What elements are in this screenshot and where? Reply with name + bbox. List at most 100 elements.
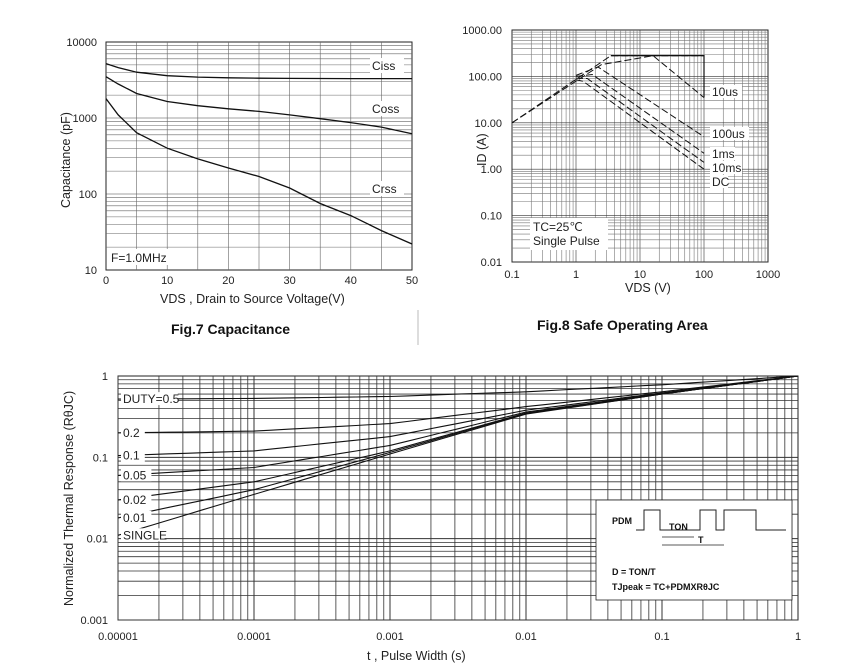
inset-formula-tj: TJpeak = TC+PDMXRθJC <box>612 582 720 592</box>
cap-series-coss <box>105 76 413 135</box>
inset-t: T <box>698 535 704 545</box>
thermal-series-0 <box>117 375 799 400</box>
soa-note-bg <box>530 218 608 250</box>
thermal-xtick: 0.001 <box>376 631 404 643</box>
soa-label-bg <box>710 161 742 174</box>
thermal-series-1 <box>117 375 799 434</box>
soa-label: 1ms <box>712 147 735 161</box>
soa-ytick: 1000.00 <box>462 25 502 37</box>
cap-label-bg <box>370 58 404 73</box>
thermal-series-3 <box>117 375 799 476</box>
capacitance-ylabel: Capacitance (pF) <box>59 112 73 208</box>
soa-series-1 <box>511 55 705 124</box>
thermal-grid <box>117 376 798 621</box>
soa-ticks: 0.1 1 10 100 1000 0.01 0.10 1.00 10.00 100.00 1000… <box>462 25 780 281</box>
soa-xtick: 100 <box>695 269 713 281</box>
cap-series-crss <box>105 98 413 245</box>
soa-ytick: 1.00 <box>481 164 502 176</box>
soa-xtick: 1000 <box>756 269 780 281</box>
soa-ytick: 100.00 <box>468 71 502 83</box>
thermal-label-bg <box>121 468 152 482</box>
soa-label-bg <box>710 85 742 98</box>
soa-label: 10ms <box>712 161 741 175</box>
capacitance-ticks: 0 10 20 30 40 50 10 100 1000 10000 <box>66 37 418 287</box>
soa-xtick: 0.1 <box>504 269 519 281</box>
inset-ton: TON <box>669 522 688 532</box>
cap-ytick: 1000 <box>73 113 97 125</box>
inset-pulse-train <box>636 509 786 531</box>
soa-label: DC <box>712 175 730 189</box>
thermal-label: 0.02 <box>123 493 147 507</box>
soa-note-line1: TC=25℃ <box>533 220 583 234</box>
capacitance-note: F=1.0MHz <box>111 251 167 265</box>
thermal-label: 0.01 <box>123 511 147 525</box>
capacitance-chart: Ciss Coss Crss 0 10 20 30 40 50 10 100 1000 10000 F… <box>59 37 418 337</box>
cap-label-ciss: Ciss <box>372 59 395 73</box>
soa-label-bg <box>710 127 749 140</box>
soa-ytick: 10.00 <box>474 118 502 130</box>
soa-series-0 <box>511 55 704 124</box>
soa-ytick: 0.10 <box>481 211 502 223</box>
cap-ytick: 10 <box>85 265 97 277</box>
soa-series-2 <box>575 66 705 138</box>
thermal-inset: PDM TON T D = TON/T TJpeak = TC+PDMXRθJC <box>595 499 793 601</box>
thermal-ylabel: Normalized Thermal Response (RθJC) <box>62 391 76 606</box>
thermal-xtick: 0.01 <box>515 631 536 643</box>
cap-xtick: 50 <box>406 275 418 287</box>
cap-ytick: 100 <box>79 189 97 201</box>
soa-label: 10us <box>712 85 738 99</box>
cap-xtick: 10 <box>161 275 173 287</box>
soa-ytick: 0.01 <box>481 257 502 269</box>
thermal-label: DUTY=0.5 <box>123 392 180 406</box>
cap-xtick: 20 <box>222 275 234 287</box>
capacitance-series: Ciss Coss Crss <box>105 58 413 245</box>
thermal-ticks: 0.00001 0.0001 0.001 0.01 0.1 1 0.001 0.01 0.1 1 <box>80 371 801 643</box>
thermal-xlabel: t , Pulse Width (s) <box>367 649 466 663</box>
cap-xtick: 30 <box>283 275 295 287</box>
soa-series-4 <box>575 77 705 163</box>
thermal-ytick: 1 <box>102 371 108 383</box>
cap-series-ciss <box>105 62 412 80</box>
thermal-label-bg <box>121 528 165 542</box>
thermal-xtick: 0.1 <box>654 631 669 643</box>
soa-series-3 <box>575 73 705 154</box>
thermal-label-bg <box>121 448 145 462</box>
thermal-ytick: 0.01 <box>87 534 108 546</box>
thermal-series-6 <box>117 375 799 536</box>
soa-label-bg <box>710 175 728 188</box>
thermal-series: DUTY=0.5 0.2 0.1 0.05 0.02 0.01 SINGLE <box>117 375 799 542</box>
thermal-label-bg <box>121 425 145 439</box>
thermal-label-bg <box>121 510 152 524</box>
thermal-label-bg <box>121 392 178 406</box>
thermal-label: 0.05 <box>123 468 147 482</box>
cap-xtick: 40 <box>345 275 357 287</box>
thermal-xtick: 1 <box>795 631 801 643</box>
soa-series-5 <box>575 79 705 170</box>
thermal-xtick: 0.0001 <box>237 631 271 643</box>
thermal-label: 0.2 <box>123 426 140 440</box>
soa-xtick: 10 <box>634 269 646 281</box>
capacitance-grid <box>106 42 412 270</box>
cap-ytick: 10000 <box>66 37 97 49</box>
thermal-xtick: 0.00001 <box>98 631 138 643</box>
thermal-label: SINGLE <box>123 528 167 542</box>
soa-note-line2: Single Pulse <box>533 234 600 248</box>
soa-limit-line <box>610 55 705 98</box>
soa-xlabel: VDS (V) <box>625 281 671 295</box>
cap-label-bg <box>370 101 404 116</box>
soa-xtick: 1 <box>573 269 579 281</box>
thermal-ytick: 0.1 <box>93 452 108 464</box>
thermal-chart: DUTY=0.5 0.2 0.1 0.05 0.02 0.01 SINGLE 0.00001… <box>62 371 801 663</box>
soa-label: 100us <box>712 127 745 141</box>
capacitance-caption: Fig.7 Capacitance <box>171 321 290 337</box>
cap-xtick: 0 <box>103 275 109 287</box>
thermal-ytick: 0.001 <box>80 615 108 627</box>
inset-box <box>595 499 793 601</box>
cap-label-coss: Coss <box>372 102 399 116</box>
cap-label-bg <box>370 181 404 196</box>
capacitance-xlabel: VDS , Drain to Source Voltage(V) <box>160 292 345 306</box>
thermal-label: 0.1 <box>123 449 140 463</box>
